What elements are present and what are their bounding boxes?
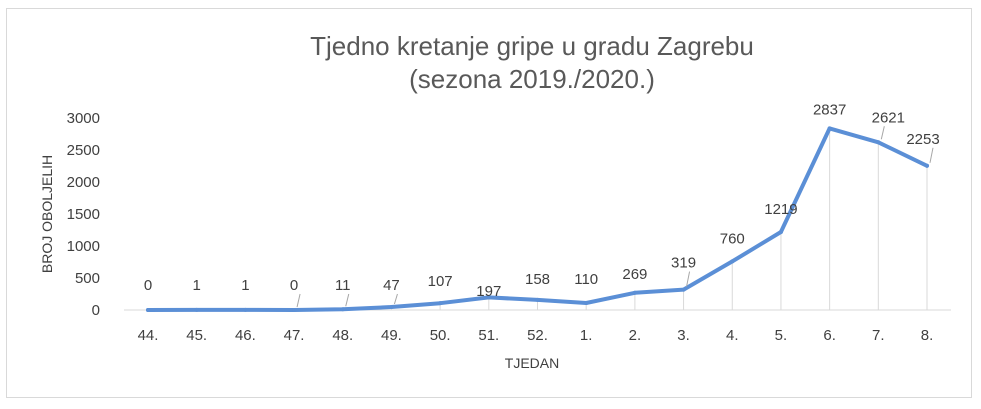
leader-line <box>686 271 691 287</box>
data-label: 1219 <box>764 201 797 218</box>
x-tick-label: 8. <box>921 327 934 344</box>
y-tick-label: 1500 <box>67 206 100 223</box>
x-tick-label: 1. <box>580 327 593 344</box>
data-point <box>243 307 248 312</box>
data-point <box>194 307 199 312</box>
y-tick-label: 3000 <box>67 110 100 127</box>
drop-lines <box>196 128 928 310</box>
x-tick-label: 2. <box>629 327 642 344</box>
y-axis-title: BROJ OBOLJELIH <box>39 155 55 273</box>
x-tick-label: 51. <box>478 327 499 344</box>
data-label: 1 <box>241 277 249 294</box>
data-label: 47 <box>383 277 400 294</box>
data-label: 2253 <box>906 131 939 148</box>
x-tick-label: 4. <box>726 327 739 344</box>
data-point <box>681 287 686 292</box>
series <box>146 126 929 312</box>
data-point <box>486 295 491 300</box>
data-point <box>584 300 589 305</box>
y-tick-label: 1000 <box>67 238 100 255</box>
y-tick-label: 500 <box>75 270 100 287</box>
data-point <box>146 308 150 312</box>
data-label: 107 <box>428 273 453 290</box>
y-tick-label: 0 <box>92 302 100 319</box>
x-axis-title: TJEDAN <box>505 355 559 371</box>
leader-line <box>296 293 301 308</box>
x-tick-label: 45. <box>186 327 207 344</box>
x-tick-label: 49. <box>381 327 402 344</box>
x-tick-label: 47. <box>284 327 305 344</box>
data-label: 2621 <box>872 109 905 126</box>
data-label: 110 <box>574 271 598 288</box>
data-point <box>876 140 881 145</box>
data-label: 0 <box>144 277 152 294</box>
data-point <box>730 259 735 264</box>
x-tick-label: 7. <box>872 327 885 344</box>
leader-lines <box>296 126 934 308</box>
x-tick-label: 48. <box>332 327 353 344</box>
x-axis: 44. 45. 46. 47. 48. 49. 50. 51. 52. 1. 2. 3. 4. 5. 6. 7… <box>138 327 934 344</box>
data-point <box>925 163 929 168</box>
leader-line <box>345 293 350 307</box>
y-axis: 0 500 1000 1500 2000 2500 3000 <box>67 110 100 319</box>
data-label: 319 <box>671 255 696 272</box>
x-tick-label: 50. <box>430 327 451 344</box>
data-label: 0 <box>290 277 298 294</box>
x-tick-label: 46. <box>235 327 256 344</box>
data-point <box>827 126 832 131</box>
x-tick-label: 3. <box>677 327 690 344</box>
data-point <box>292 308 297 312</box>
x-tick-label: 52. <box>527 327 548 344</box>
leader-line <box>880 126 885 140</box>
data-point <box>340 307 345 312</box>
data-label: 158 <box>525 271 550 288</box>
x-tick-label: 6. <box>823 327 836 344</box>
leader-line <box>929 147 934 163</box>
x-tick-label: 5. <box>775 327 788 344</box>
chart-title-line-2: (sezona 2019./2020.) <box>409 64 655 94</box>
chart-frame <box>6 8 972 398</box>
data-label: 11 <box>335 277 351 294</box>
data-point <box>778 229 783 234</box>
data-point <box>535 297 540 302</box>
y-tick-label: 2000 <box>67 174 100 191</box>
data-label: 760 <box>720 230 745 247</box>
chart-title-line-1: Tjedno kretanje gripe u gradu Zagrebu <box>310 31 754 61</box>
data-label: 2837 <box>813 101 846 118</box>
data-point <box>632 290 637 295</box>
leader-line <box>393 293 398 305</box>
data-point <box>389 304 394 309</box>
x-tick-label: 44. <box>138 327 159 344</box>
data-label: 197 <box>476 283 501 300</box>
data-label: 1 <box>193 277 201 294</box>
y-tick-label: 2500 <box>67 142 100 159</box>
data-point <box>438 301 443 306</box>
data-label: 269 <box>622 266 647 283</box>
